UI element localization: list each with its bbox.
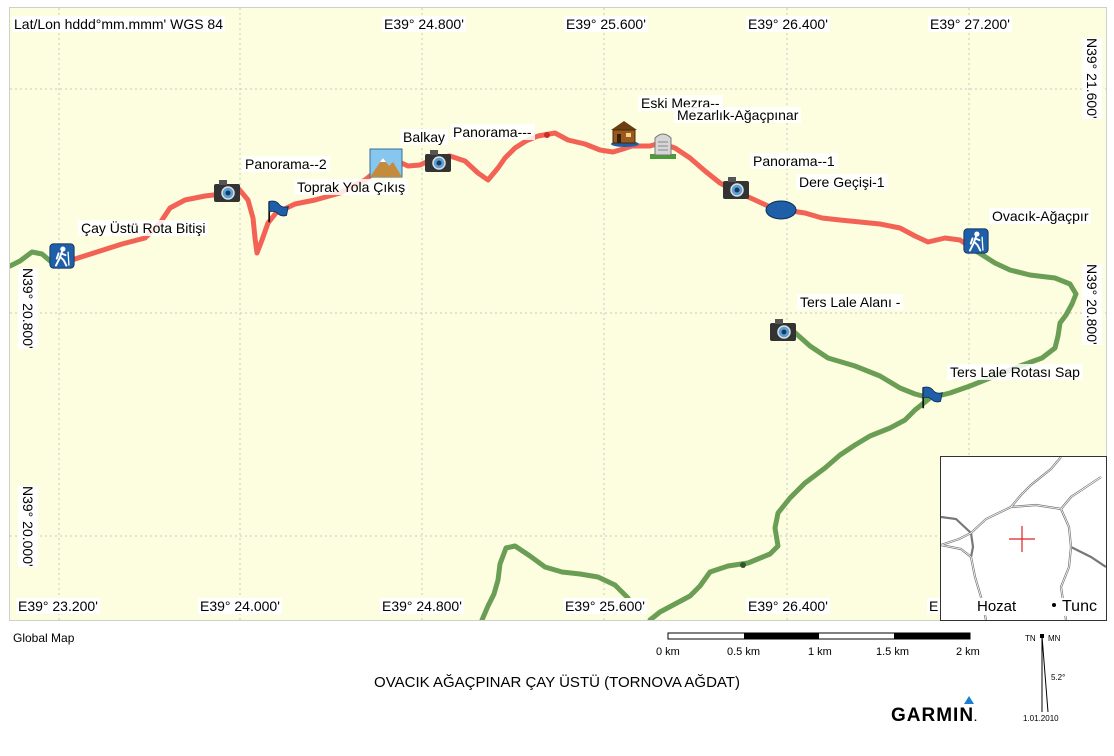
scale-label: 1.5 km bbox=[876, 646, 910, 658]
scale-bar bbox=[667, 632, 971, 640]
declination-date-label: 1.01.2010 bbox=[1023, 714, 1059, 723]
north-arrow: TN MN 5.2° 1.01.2010 bbox=[1020, 630, 1080, 730]
waypoint-label: Dere Geçişi-1 bbox=[796, 174, 888, 190]
map-canvas[interactable]: Lat/Lon hddd°mm.mmm' WGS 84 E39° 24.800'… bbox=[9, 7, 1107, 621]
inset-place-label: Hozat bbox=[975, 598, 1019, 615]
hiker-icon[interactable] bbox=[47, 243, 77, 269]
waypoint-label: Ters Lale Rotası Sap bbox=[947, 364, 1083, 380]
bottom-tick-label: E39° 24.000' bbox=[198, 598, 282, 614]
north-arrow-lines bbox=[1040, 634, 1049, 713]
waypoint-label: Balkay bbox=[400, 129, 449, 145]
bottom-tick-label: E39° 26.400' bbox=[746, 598, 830, 614]
inset-roads bbox=[941, 457, 1106, 620]
waypoint-label: Toprak Yola Çıkış bbox=[294, 179, 409, 195]
map-source-label: Global Map bbox=[13, 631, 75, 645]
waypoint-label: Panorama--1 bbox=[750, 153, 838, 169]
camera-icon[interactable] bbox=[721, 175, 751, 201]
waypoint-label: Panorama--- bbox=[450, 124, 535, 140]
flag-icon[interactable] bbox=[262, 198, 292, 224]
flag-icon[interactable] bbox=[916, 384, 946, 410]
camera-icon[interactable] bbox=[212, 178, 242, 204]
bottom-tick-label: E bbox=[927, 598, 941, 614]
bottom-tick-label: E39° 24.800' bbox=[380, 598, 464, 614]
scale-label: 0 km bbox=[656, 646, 680, 658]
magnetic-north-label: MN bbox=[1048, 634, 1061, 643]
house-icon[interactable] bbox=[607, 118, 641, 148]
map-title: OVACIK AĞAÇPINAR ÇAY ÜSTÜ (TORNOVA AĞDAT… bbox=[374, 674, 740, 691]
blue-oval-icon[interactable] bbox=[764, 198, 798, 222]
right-tick-label: N39° 20.800' bbox=[1082, 264, 1102, 345]
left-tick-label: N39° 20.800' bbox=[18, 268, 38, 349]
waypoint-label: Ovacık-Ağaçpır bbox=[989, 208, 1092, 224]
scale-label: 1 km bbox=[808, 646, 832, 658]
green-track bbox=[10, 248, 1079, 620]
garmin-logo: GARMIN. bbox=[891, 705, 978, 726]
declination-label: 5.2° bbox=[1051, 673, 1066, 682]
gravestone-icon[interactable] bbox=[646, 128, 680, 160]
inset-place-label: Tunc bbox=[1060, 598, 1099, 616]
scale-label: 0.5 km bbox=[727, 646, 761, 658]
red-track bbox=[57, 130, 979, 267]
left-tick-label: N39° 20.000' bbox=[18, 486, 38, 567]
coordinate-format-label: Lat/Lon hddd°mm.mmm' WGS 84 bbox=[12, 16, 226, 32]
bottom-tick-label: E39° 23.200' bbox=[16, 598, 100, 614]
camera-icon[interactable] bbox=[768, 317, 798, 343]
top-tick-label: E39° 24.800' bbox=[382, 16, 466, 32]
hiker-icon[interactable] bbox=[961, 228, 991, 254]
waypoint-label: Ters Lale Alanı - bbox=[797, 294, 904, 310]
summit-icon[interactable] bbox=[369, 148, 403, 178]
top-tick-label: E39° 26.400' bbox=[746, 16, 830, 32]
waypoint-label: Çay Üstü Rota Bitişi bbox=[78, 220, 209, 236]
waypoint-label: Panorama--2 bbox=[242, 156, 330, 172]
top-tick-label: E39° 25.600' bbox=[564, 16, 648, 32]
waypoint-label: Mezarlık-Ağaçpınar bbox=[674, 107, 802, 123]
right-tick-label: N39° 21.600' bbox=[1082, 38, 1102, 119]
top-tick-label: E39° 27.200' bbox=[928, 16, 1012, 32]
overview-inset-map[interactable]: Hozat Tunc bbox=[940, 456, 1107, 621]
scale-label: 2 km bbox=[956, 646, 980, 658]
true-north-label: TN bbox=[1025, 634, 1036, 643]
garmin-delta-icon bbox=[964, 696, 974, 704]
bottom-tick-label: E39° 25.600' bbox=[563, 598, 647, 614]
camera-icon[interactable] bbox=[423, 148, 453, 174]
